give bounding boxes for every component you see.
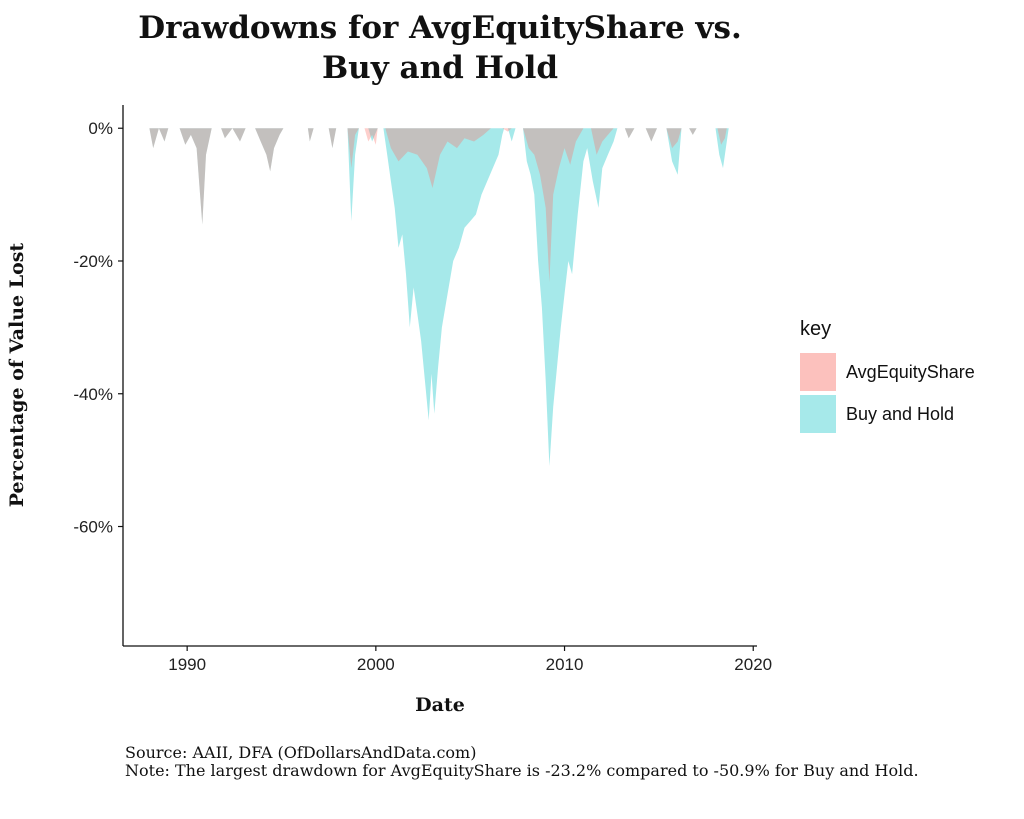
x-tick-label: 2020 bbox=[734, 655, 772, 674]
chart-title-line-1: Drawdowns for AvgEquityShare vs. bbox=[138, 10, 742, 46]
area-buy-and-hold bbox=[149, 128, 729, 467]
legend-item-buy-and-hold: Buy and Hold bbox=[800, 393, 975, 435]
y-tick-label: -40% bbox=[73, 385, 113, 404]
chart-notes: Source: AAII, DFA (OfDollarsAndData.com)… bbox=[125, 744, 1005, 780]
source-note: Source: AAII, DFA (OfDollarsAndData.com) bbox=[125, 743, 477, 762]
axes bbox=[122, 105, 757, 647]
y-axis-label: Percentage of Value Lost bbox=[6, 242, 28, 508]
drawdown-note: Note: The largest drawdown for AvgEquity… bbox=[125, 761, 919, 780]
area-avgequityshare bbox=[149, 128, 727, 283]
x-ticks: 1990 2000 2010 2020 bbox=[168, 646, 772, 674]
y-tick-label: 0% bbox=[88, 119, 113, 138]
legend-swatch-buy-and-hold bbox=[800, 395, 836, 433]
legend-item-avgequityshare: AvgEquityShare bbox=[800, 351, 975, 393]
y-ticks: 0% -20% -40% -60% bbox=[73, 119, 123, 537]
y-tick-label: -20% bbox=[73, 252, 113, 271]
series-areas bbox=[149, 128, 729, 467]
x-tick-label: 2010 bbox=[546, 655, 584, 674]
legend-label-avgequityshare: AvgEquityShare bbox=[846, 361, 975, 382]
x-tick-label: 1990 bbox=[168, 655, 206, 674]
x-axis-label: Date bbox=[415, 694, 465, 716]
legend-swatch-avgequityshare bbox=[800, 353, 836, 391]
x-tick-label: 2000 bbox=[357, 655, 395, 674]
legend-title: key bbox=[800, 318, 832, 340]
chart-title-line-2: Buy and Hold bbox=[321, 50, 559, 86]
chart-title: Drawdowns for AvgEquityShare vs. Buy and… bbox=[0, 8, 880, 88]
legend-label-buy-and-hold: Buy and Hold bbox=[846, 403, 955, 424]
y-tick-label: -60% bbox=[73, 518, 113, 537]
legend: key AvgEquityShare Buy and Hold bbox=[800, 318, 975, 435]
